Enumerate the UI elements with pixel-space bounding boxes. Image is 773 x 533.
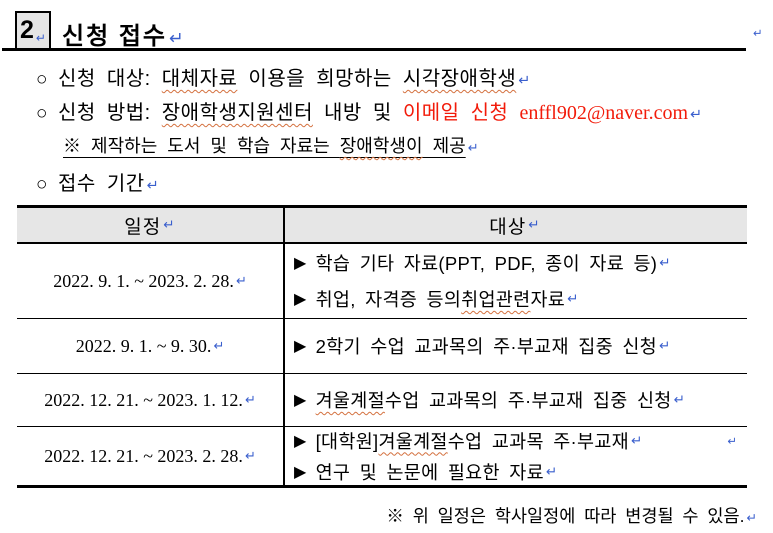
title-divider xyxy=(2,48,746,51)
target-cell: ↵ ▶ [대학원] 겨울계절 수업 교과목 주·부교재 ↵ ▶ 연구 및 논문에 필요… xyxy=(285,427,745,485)
triangle-bullet-icon: ▶ xyxy=(294,255,307,272)
list-item: ▶ 연구 및 논문에 필요한 자료 ↵ xyxy=(294,459,745,485)
bullet-text: 신청 방법: xyxy=(57,102,162,124)
paragraph-mark-icon: ↵ xyxy=(163,217,176,232)
paragraph-mark-icon: ↵ xyxy=(658,338,671,353)
paragraph-mark-icon: ↵ xyxy=(528,217,541,232)
footer-note: ※ 위 일정은 학사일정에 따라 변경될 수 있음. ↵ xyxy=(386,503,757,528)
reference-mark-icon: ※ xyxy=(386,506,404,526)
paragraph-mark-icon: ↵ xyxy=(35,31,46,45)
item-text: 연구 및 논문에 필요한 자료 xyxy=(315,461,544,483)
date-range: 2022. 9. 1. ~ 9. 30. xyxy=(75,335,212,356)
triangle-bullet-icon: ▶ xyxy=(294,432,307,450)
paragraph-mark-icon: ↵ xyxy=(146,178,160,194)
column-header-schedule: 일정 ↵ xyxy=(17,208,285,242)
list-item: ▶ 학습 기타 자료(PPT, PDF, 종이 자료 등) ↵ xyxy=(294,250,745,276)
bullet-text: 신청 대상: xyxy=(57,68,162,90)
table-row: 2022. 9. 1. ~ 9. 30. ↵ ▶ 2학기 수업 교과목의 주·부교재… xyxy=(17,319,747,374)
section-number-box: 2 ↵ xyxy=(15,11,51,50)
paragraph-mark-icon: ↵ xyxy=(567,291,579,306)
triangle-bullet-icon: ▶ xyxy=(294,338,307,355)
paragraph-mark-icon: ↵ xyxy=(727,436,737,448)
item-text: 자료 xyxy=(530,289,566,310)
bullet-application-method: ○ 신청 방법: 장애학생지원센터 내방 및 이메일 신청 enffl902@na… xyxy=(36,96,703,125)
reference-mark-icon: ※ xyxy=(63,136,81,156)
footer-text: 위 일정은 학사일정에 따라 변경될 수 있음. xyxy=(412,506,745,526)
spellcheck-word: 대체자료 xyxy=(161,68,238,90)
date-range: 2022. 9. 1. ~ 2023. 2. 28. xyxy=(53,270,234,291)
bullet-text: 내방 및 xyxy=(312,102,403,124)
item-text: 2학기 수업 교과목의 주·부교재 집중 신청 xyxy=(315,336,657,357)
paragraph-mark-icon: ↵ xyxy=(169,28,186,48)
list-item: ▶ 겨울계절 수업 교과목의 주·부교재 집중 신청 ↵ xyxy=(294,387,745,413)
header-label: 대상 xyxy=(489,216,527,238)
circle-bullet-icon: ○ xyxy=(36,174,48,195)
list-item: ▶ 취업, 자격증 등의 취업관련 자료 ↵ xyxy=(294,286,745,312)
spellcheck-word: 장애학생이 xyxy=(339,136,423,156)
target-cell: ▶ 겨울계절 수업 교과목의 주·부교재 집중 신청 ↵ xyxy=(285,374,745,426)
schedule-cell: 2022. 9. 1. ~ 9. 30. ↵ xyxy=(17,319,285,373)
note-materials-provided: ※ 제작하는 도서 및 학습 자료는 장애학생이 제공 ↵ xyxy=(63,132,479,158)
schedule-cell: 2022. 12. 21. ~ 2023. 2. 28. ↵ xyxy=(17,427,285,485)
paragraph-mark-icon: ↵ xyxy=(244,392,256,407)
paragraph-mark-icon: ↵ xyxy=(746,511,757,525)
list-item: ▶ 2학기 수업 교과목의 주·부교재 집중 신청 ↵ xyxy=(294,333,745,359)
bullet-text: 접수 기간 xyxy=(57,173,145,195)
paragraph-mark-icon: ↵ xyxy=(630,432,643,448)
circle-bullet-icon: ○ xyxy=(36,69,48,90)
note-text: 제공 xyxy=(422,136,466,156)
spellcheck-word: 장애학생지원센터 xyxy=(161,102,313,124)
note-text: 제작하는 도서 및 학습 자료는 xyxy=(91,136,340,156)
underlined-note: ※ 제작하는 도서 및 학습 자료는 장애학생이 제공 xyxy=(63,136,466,156)
target-cell: ▶ 2학기 수업 교과목의 주·부교재 집중 신청 ↵ xyxy=(285,319,745,373)
page-title-text: 신청 접수 xyxy=(62,23,167,50)
bullet-reception-period: ○ 접수 기간 ↵ xyxy=(36,167,159,196)
list-item: ▶ [대학원] 겨울계절 수업 교과목 주·부교재 ↵ xyxy=(294,428,745,454)
triangle-bullet-icon: ▶ xyxy=(294,392,307,409)
circle-bullet-icon: ○ xyxy=(36,103,48,124)
column-header-target: 대상 ↵ xyxy=(285,208,745,242)
spellcheck-word: 겨울계절 xyxy=(378,430,448,452)
date-range: 2022. 12. 21. ~ 2023. 1. 12. xyxy=(44,389,243,410)
paragraph-mark-icon: ↵ xyxy=(235,273,247,288)
target-cell: ▶ 학습 기타 자료(PPT, PDF, 종이 자료 등) ↵ ▶ 취업, 자격증 등… xyxy=(285,244,745,318)
spellcheck-word: 겨울계절 xyxy=(315,390,385,411)
paragraph-mark-icon: ↵ xyxy=(690,107,703,123)
bullet-text: 이용을 희망하는 xyxy=(237,68,403,90)
spellcheck-word: 취업관련 xyxy=(461,289,531,310)
bullet-application-target: ○ 신청 대상: 대체자료 이용을 희망하는 시각장애학생 ↵ xyxy=(36,62,531,91)
section-number: 2 xyxy=(20,16,34,44)
paragraph-mark-icon: ↵ xyxy=(545,463,558,479)
triangle-bullet-icon: ▶ xyxy=(294,291,307,308)
paragraph-mark-icon: ↵ xyxy=(753,28,763,40)
paragraph-mark-icon: ↵ xyxy=(518,73,531,89)
paragraph-mark-icon: ↵ xyxy=(467,140,479,155)
header-label: 일정 xyxy=(124,216,162,238)
date-range: 2022. 12. 21. ~ 2023. 2. 28. xyxy=(44,445,243,466)
triangle-bullet-icon: ▶ xyxy=(294,463,307,481)
email-request-text: 이메일 신청 xyxy=(402,102,520,124)
item-text: 학습 기타 자료(PPT, PDF, 종이 자료 등) xyxy=(315,253,658,274)
table-row: 2022. 12. 21. ~ 2023. 1. 12. ↵ ▶ 겨울계절 수업 교… xyxy=(17,374,747,427)
schedule-table: 일정 ↵ 대상 ↵ 2022. 9. 1. ~ 2023. 2. 28. ↵ ▶ 학습 … xyxy=(17,205,747,488)
paragraph-mark-icon: ↵ xyxy=(244,448,256,463)
schedule-cell: 2022. 12. 21. ~ 2023. 1. 12. ↵ xyxy=(17,374,285,426)
paragraph-mark-icon: ↵ xyxy=(673,392,686,407)
paragraph-mark-icon: ↵ xyxy=(213,338,225,353)
table-row: 2022. 12. 21. ~ 2023. 2. 28. ↵ ↵ ▶ [대학원] 겨… xyxy=(17,427,747,485)
email-address: enffl902@naver.com xyxy=(519,102,689,124)
schedule-cell: 2022. 9. 1. ~ 2023. 2. 28. ↵ xyxy=(17,244,285,318)
item-text: [대학원] xyxy=(315,430,379,452)
item-text: 수업 교과목의 주·부교재 집중 신청 xyxy=(384,390,672,411)
paragraph-mark-icon: ↵ xyxy=(659,255,671,270)
item-text: 취업, 자격증 등의 xyxy=(315,289,462,310)
table-header-row: 일정 ↵ 대상 ↵ xyxy=(17,208,747,244)
spellcheck-word: 시각장애학생 xyxy=(402,68,517,90)
item-text: 수업 교과목 주·부교재 xyxy=(447,430,629,452)
table-row: 2022. 9. 1. ~ 2023. 2. 28. ↵ ▶ 학습 기타 자료(PP… xyxy=(17,244,747,319)
page-title: 신청 접수 ↵ xyxy=(62,16,185,51)
